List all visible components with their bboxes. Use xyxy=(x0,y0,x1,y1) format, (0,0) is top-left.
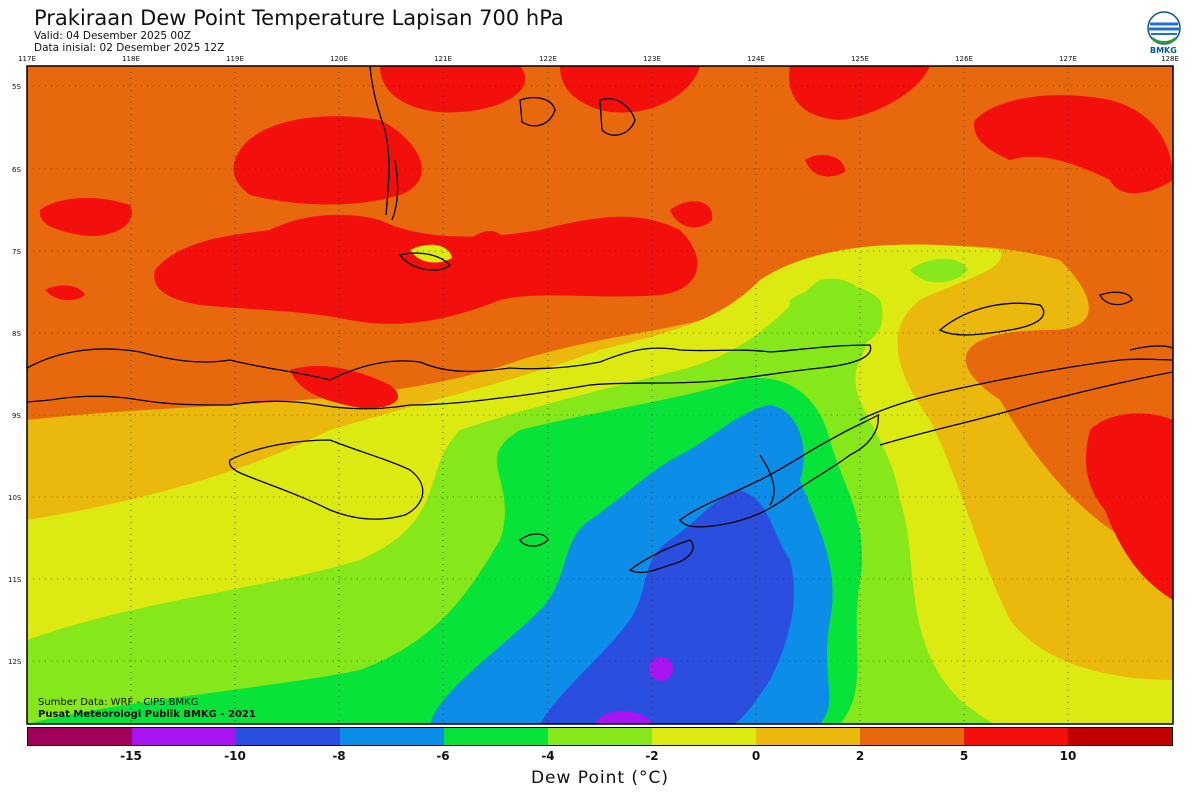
colorbar-tick-label: 5 xyxy=(959,749,969,763)
lon-label: 118E xyxy=(122,55,140,63)
colorbar-segment xyxy=(652,728,756,745)
colorbar-segment xyxy=(28,728,132,745)
colorbar-tick-label: -6 xyxy=(436,749,450,763)
map-frame xyxy=(26,65,1174,725)
latitude-labels: 5S 6S 7S 8S 9S 10S 11S 12S xyxy=(8,83,22,666)
colorbar-tick-label: -15 xyxy=(120,749,142,763)
lon-label: 126E xyxy=(955,55,973,63)
colorbar-tick-label: -4 xyxy=(541,749,555,763)
graticule xyxy=(27,66,1173,724)
lat-label: 10S xyxy=(8,494,22,502)
colorbar-segment xyxy=(132,728,236,745)
colorbar-tick-label: -8 xyxy=(332,749,346,763)
colorbar-title: Dew Point (°C) xyxy=(530,768,670,788)
page-title: Prakiraan Dew Point Temperature Lapisan … xyxy=(34,6,564,30)
colorbar-segment xyxy=(756,728,860,745)
lon-label: 127E xyxy=(1059,55,1077,63)
lon-label: 123E xyxy=(643,55,661,63)
logo-label: BMKG xyxy=(1150,46,1177,55)
colorbar-tick-label: -10 xyxy=(224,749,246,763)
colorbar-segment xyxy=(444,728,548,745)
bmkg-logo xyxy=(1147,11,1181,45)
lon-label: 120E xyxy=(330,55,348,63)
colorbar-segment xyxy=(964,728,1068,745)
colorbar-segment xyxy=(548,728,652,745)
lat-label: 12S xyxy=(8,658,22,666)
lat-label: 7S xyxy=(12,248,21,256)
lon-label: 128E xyxy=(1161,55,1179,63)
lon-label: 122E xyxy=(539,55,557,63)
lat-label: 5S xyxy=(12,83,21,91)
colorbar-segment xyxy=(236,728,340,745)
colorbar-tick-label: 2 xyxy=(855,749,865,763)
colorbar-segment xyxy=(1068,728,1172,745)
lon-label: 125E xyxy=(851,55,869,63)
lon-label: 117E xyxy=(18,55,36,63)
lat-label: 11S xyxy=(8,576,22,584)
data-source: Sumber Data: WRF - CIPS BMKG xyxy=(38,697,199,708)
colorbar-segment xyxy=(340,728,444,745)
lon-label: 121E xyxy=(434,55,452,63)
colorbar-tick-label: 0 xyxy=(751,749,761,763)
lat-label: 6S xyxy=(12,166,21,174)
colorbar xyxy=(27,727,1173,746)
initial-time: Data inisial: 02 Desember 2025 12Z xyxy=(34,42,225,54)
lon-label: 124E xyxy=(747,55,765,63)
colorbar-tick-label: -2 xyxy=(645,749,659,763)
dewpoint-field xyxy=(27,66,1173,724)
longitude-labels: 117E 118E 119E 120E 121E 122E 123E 124E … xyxy=(18,55,1179,63)
lat-label: 8S xyxy=(12,330,21,338)
lat-label: 9S xyxy=(12,412,21,420)
coastlines xyxy=(27,66,1173,574)
valid-time: Valid: 04 Desember 2025 00Z xyxy=(34,30,191,42)
lon-label: 119E xyxy=(226,55,244,63)
organization-credit: Pusat Meteorologi Publik BMKG - 2021 xyxy=(38,709,256,720)
colorbar-segment xyxy=(860,728,964,745)
colorbar-tick-label: 10 xyxy=(1059,749,1077,763)
